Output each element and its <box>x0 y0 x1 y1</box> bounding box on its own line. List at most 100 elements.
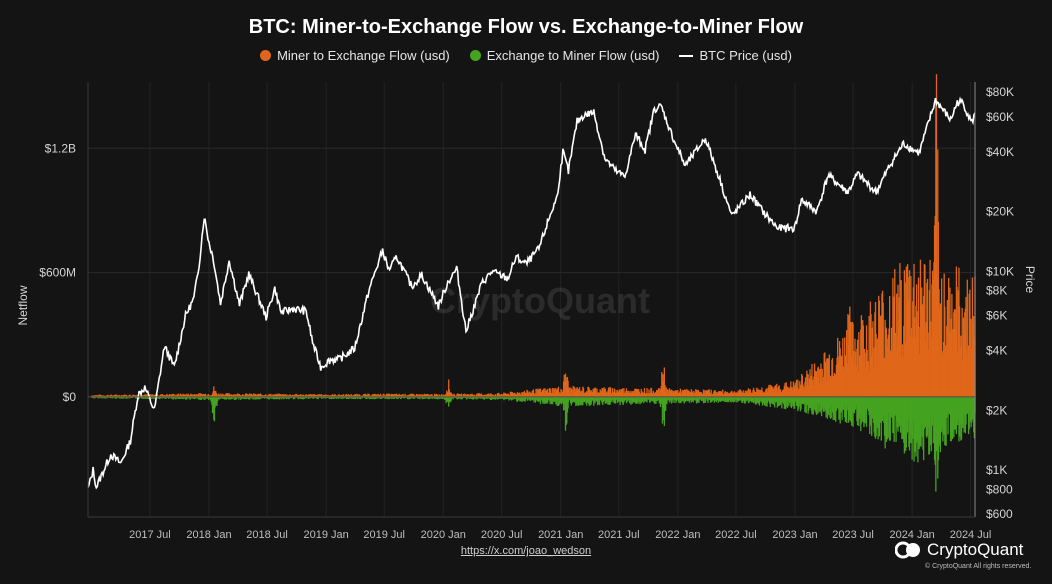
inflow-bar <box>882 302 884 397</box>
legend-item-inflow[interactable]: Miner to Exchange Flow (usd) <box>260 48 450 63</box>
inflow-bar <box>320 394 323 397</box>
inflow-bar <box>458 393 461 397</box>
outflow-bar <box>400 396 402 399</box>
cryptoquant-logo-icon <box>895 541 920 559</box>
outflow-bar <box>745 396 748 401</box>
legend-item-price[interactable]: BTC Price (usd) <box>679 48 792 63</box>
inflow-bar <box>198 393 200 397</box>
outflow-bar <box>932 396 934 444</box>
outflow-bar <box>753 396 755 403</box>
inflow-bar <box>327 394 329 397</box>
inflow-bar <box>944 306 946 397</box>
inflow-bar <box>965 296 967 397</box>
outflow-bar <box>105 396 107 399</box>
inflow-bar <box>505 393 507 397</box>
outflow-bar <box>233 396 235 400</box>
inflow-bar <box>527 390 529 397</box>
outflow-bar <box>928 396 931 455</box>
inflow-bar <box>278 393 280 397</box>
outflow-bar <box>337 396 339 399</box>
outflow-bar <box>973 396 976 439</box>
inflow-bar <box>238 394 241 397</box>
left-tick-label: $600M <box>39 266 76 280</box>
inflow-bar <box>710 389 712 397</box>
x-tick-label: 2018 Jul <box>246 529 288 541</box>
inflow-bar <box>223 394 225 397</box>
outflow-bar <box>889 396 891 441</box>
outflow-bar <box>549 396 551 405</box>
inflow-bar <box>358 394 361 397</box>
inflow-bar <box>747 388 750 397</box>
outflow-bar <box>397 396 399 400</box>
inflow-bar <box>849 306 851 397</box>
outflow-bar <box>646 396 648 403</box>
legend-line-icon <box>679 54 694 57</box>
outflow-bar <box>360 396 362 400</box>
outflow-bar <box>733 396 735 403</box>
outflow-bar <box>285 396 287 400</box>
inflow-bar <box>821 368 823 397</box>
outflow-bar <box>786 396 789 408</box>
inflow-bar <box>415 393 418 397</box>
inflow-bar <box>940 278 943 397</box>
outflow-bar <box>424 396 426 399</box>
outflow-bar <box>530 396 532 401</box>
x-tick-label: 2021 Jan <box>538 529 583 541</box>
outflow-bar <box>240 396 242 400</box>
outflow-bar <box>351 396 353 399</box>
outflow-bar <box>630 396 632 405</box>
inflow-bar <box>571 389 573 397</box>
outflow-bar <box>830 396 832 418</box>
outflow-bar <box>153 396 155 400</box>
outflow-bar <box>224 396 227 400</box>
inflow-bar <box>450 392 452 397</box>
inflow-bar <box>756 387 758 397</box>
outflow-bar <box>892 396 894 434</box>
inflow-bar <box>451 394 454 397</box>
inflow-bar <box>650 388 653 397</box>
outflow-bar <box>594 396 596 404</box>
outflow-bar <box>96 396 99 398</box>
outflow-bar <box>101 396 103 399</box>
outflow-bar <box>711 396 713 403</box>
inflow-bar <box>317 394 319 397</box>
outflow-bar <box>216 396 218 406</box>
right-tick-label: $20K <box>986 205 1014 219</box>
outflow-bar <box>94 396 96 399</box>
outflow-bar <box>602 396 605 403</box>
inflow-bar <box>552 388 554 397</box>
legend-item-outflow[interactable]: Exchange to Miner Flow (usd) <box>469 48 659 63</box>
outflow-bar <box>845 396 848 423</box>
outflow-bar <box>815 396 818 415</box>
inflow-bar <box>156 393 158 397</box>
inflow-bar <box>108 395 110 397</box>
inflow-bar <box>460 393 463 397</box>
inflow-bar <box>468 394 470 397</box>
inflow-bar <box>236 393 239 397</box>
inflow-bar <box>733 391 735 397</box>
outflow-bar <box>252 396 254 400</box>
outflow-bar <box>794 396 796 409</box>
outflow-bar <box>818 396 820 413</box>
outflow-bar <box>702 396 705 404</box>
inflow-bar <box>222 393 224 397</box>
outflow-bar <box>322 396 325 399</box>
outflow-bar <box>559 396 562 404</box>
outflow-bar <box>664 396 667 411</box>
inflow-bar <box>183 394 185 397</box>
inflow-bar <box>602 388 604 397</box>
outflow-bar <box>804 396 806 413</box>
inflow-bar <box>457 393 459 397</box>
inflow-bar <box>187 393 189 397</box>
outflow-bar <box>614 396 617 404</box>
outflow-bar <box>701 396 703 402</box>
inflow-bar <box>625 388 628 397</box>
inflow-bar <box>722 389 724 397</box>
inflow-bar <box>439 394 441 397</box>
author-link[interactable]: https://x.com/joao_wedson <box>460 545 592 557</box>
inflow-bar <box>872 321 874 397</box>
outflow-bar <box>116 396 118 399</box>
outflow-bar <box>778 396 780 407</box>
x-tick-label: 2020 Jul <box>481 529 523 541</box>
outflow-bar <box>781 396 783 409</box>
